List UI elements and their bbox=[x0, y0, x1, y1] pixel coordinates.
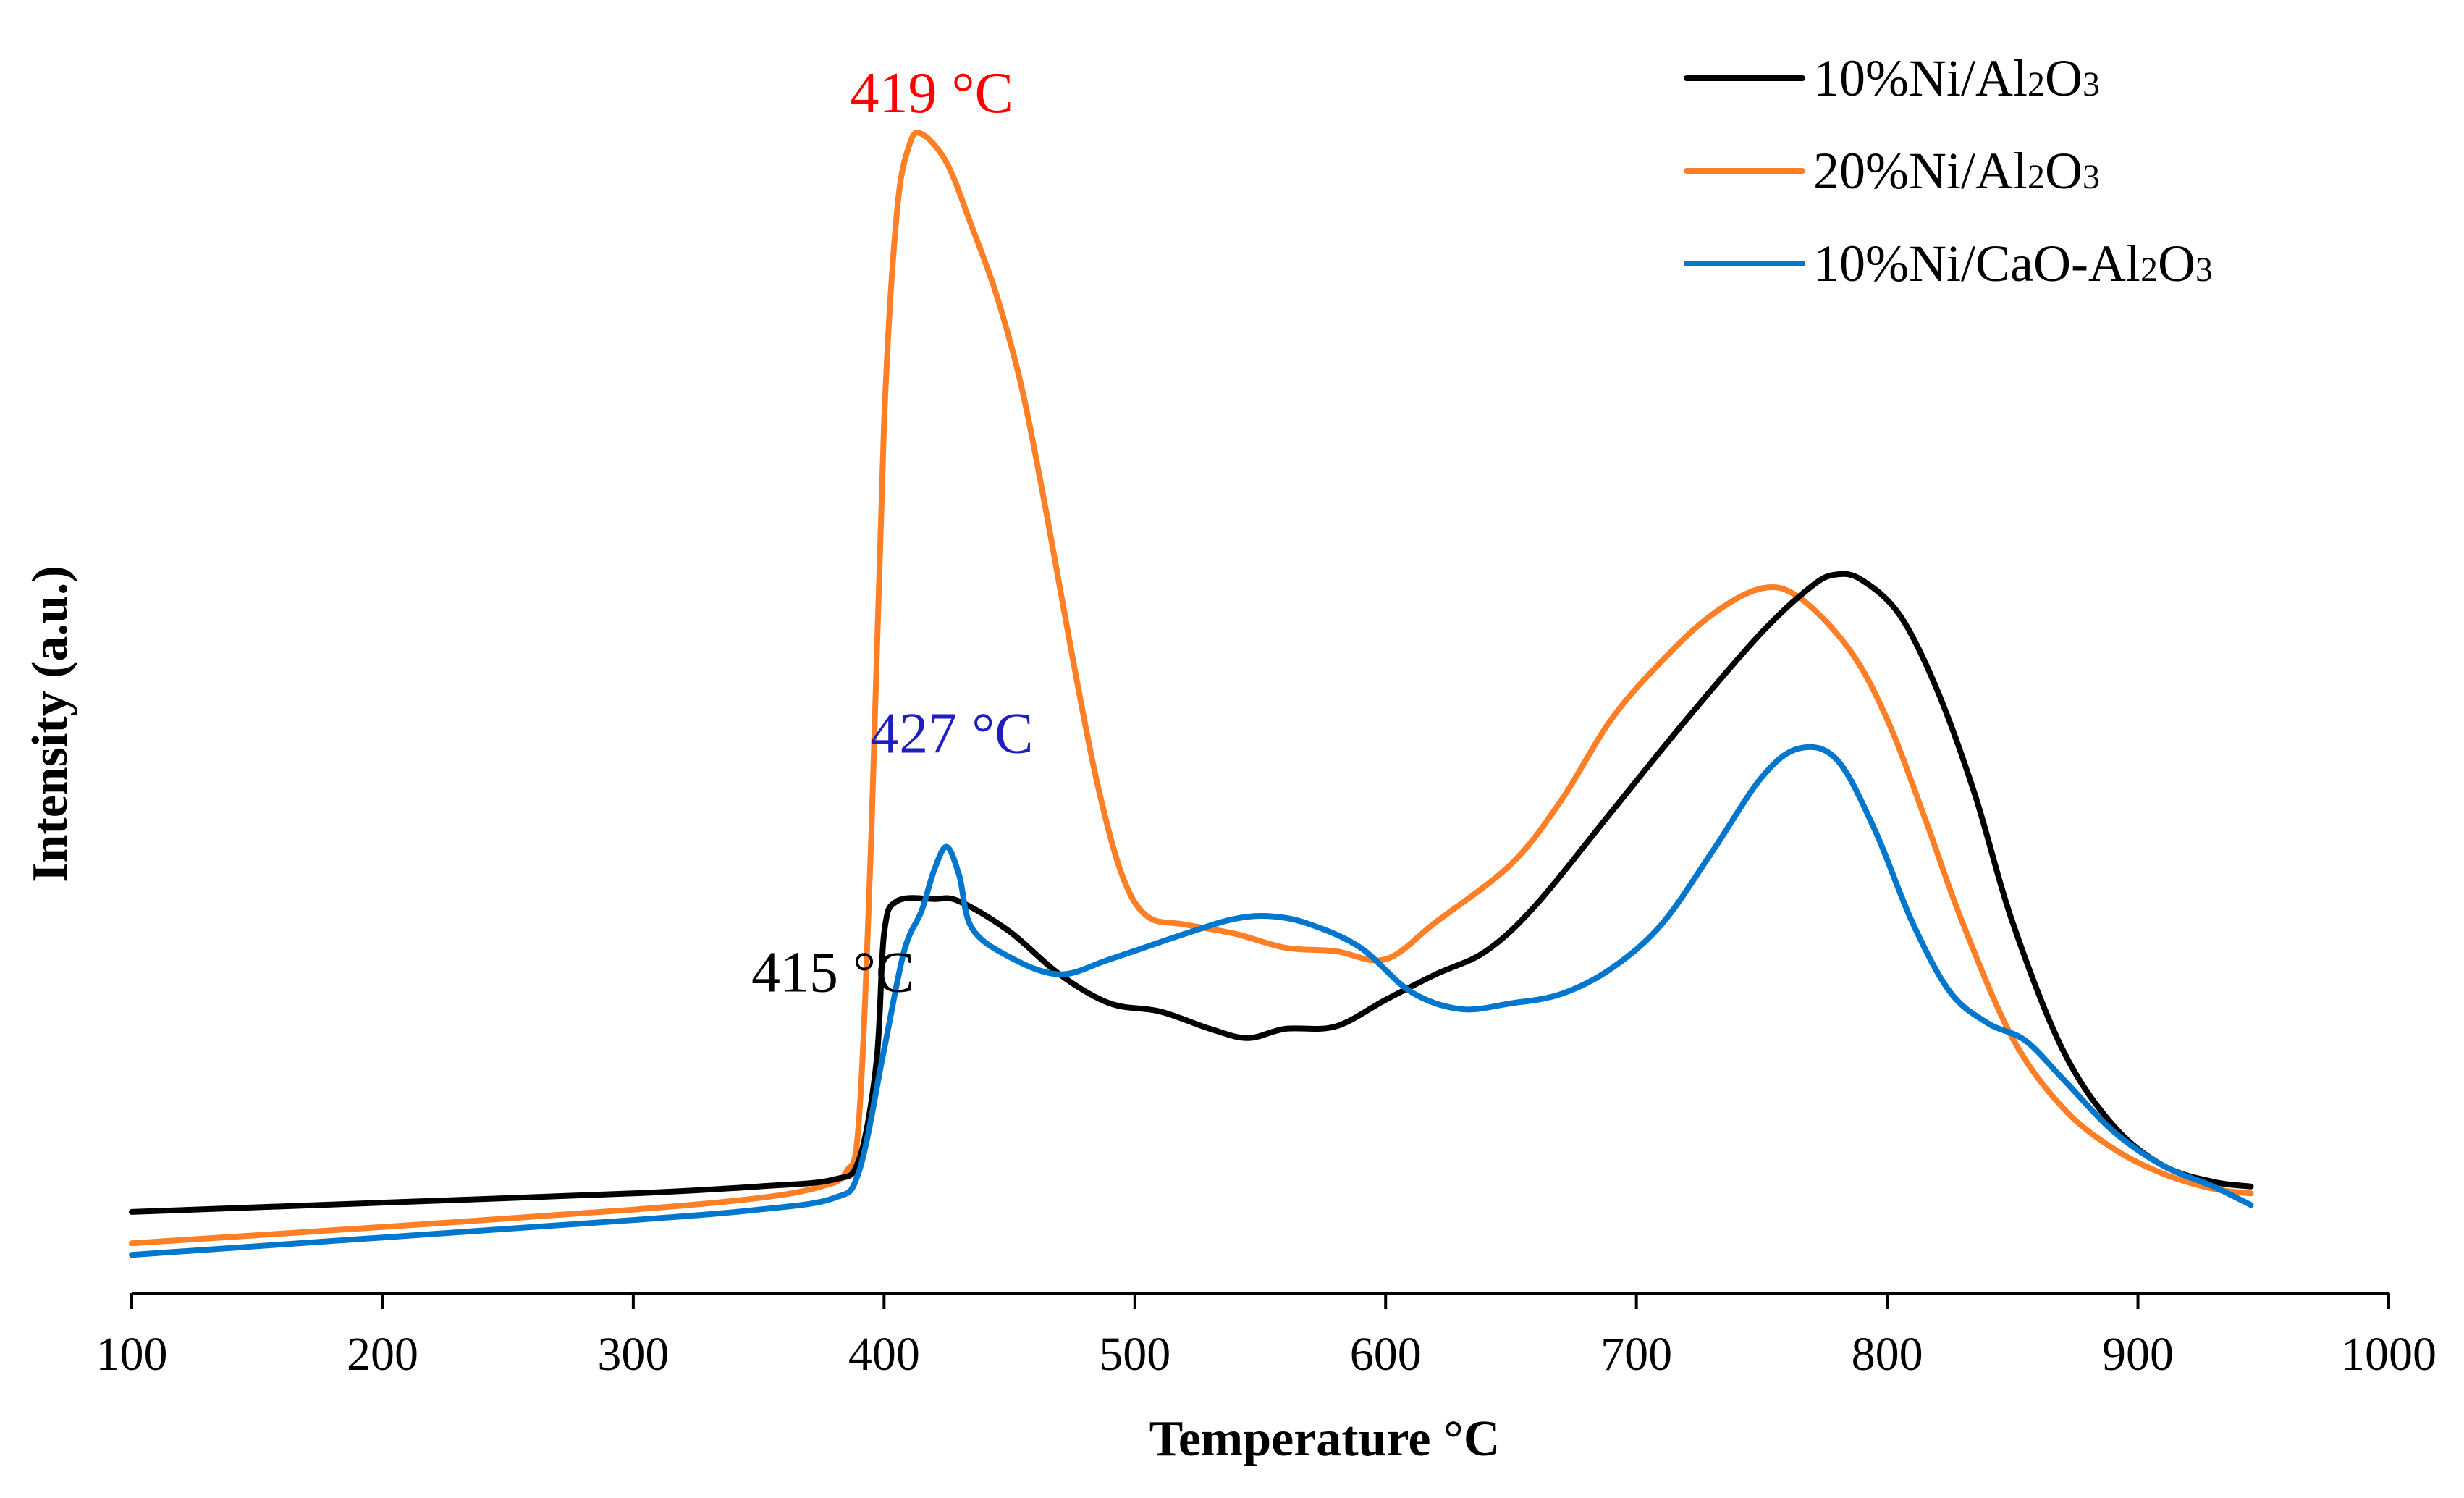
legend-label-3-sub1: 2 bbox=[2140, 251, 2158, 289]
x-tick-label-100: 100 bbox=[96, 1328, 168, 1381]
x-ticks: 100 200 300 400 500 600 700 800 900 1000 bbox=[96, 1293, 2436, 1381]
x-tick-label-1000: 1000 bbox=[2341, 1328, 2436, 1381]
peak-label-2: 427 °C bbox=[870, 702, 1033, 766]
x-tick-label-600: 600 bbox=[1350, 1328, 1422, 1381]
legend-label-1-label: 10%Ni/Al bbox=[1813, 49, 2028, 107]
x-tick-label-300: 300 bbox=[597, 1328, 669, 1381]
x-tick-label-700: 700 bbox=[1600, 1328, 1672, 1381]
x-tick-label-800: 800 bbox=[1852, 1328, 1923, 1381]
legend-label-3: 10%Ni/CaO-Al2O3 bbox=[1813, 235, 2213, 293]
legend-label-3-label: 10%Ni/CaO-Al bbox=[1813, 235, 2140, 293]
legend-label-3-sub2: 3 bbox=[2195, 251, 2213, 289]
x-tick-label-500: 500 bbox=[1099, 1328, 1170, 1381]
legend-label-2-label: 20%Ni/Al bbox=[1813, 142, 2028, 200]
series-group bbox=[129, 130, 2254, 1258]
legend-label-1: 10%Ni/Al2O3 bbox=[1813, 49, 2100, 107]
peak-label-1: 419 °C bbox=[850, 62, 1013, 125]
legend-label-1-sub2: 3 bbox=[2083, 65, 2100, 104]
series-line-2 bbox=[129, 130, 2254, 1247]
legend-label-2-sub1: 2 bbox=[2028, 158, 2045, 196]
legend-label-1-mid: O bbox=[2045, 49, 2083, 107]
x-axis-title: Temperature °C bbox=[1149, 1411, 1501, 1467]
peak-label-3: 415 °C bbox=[751, 941, 914, 1005]
series-line-1 bbox=[129, 571, 2254, 1215]
x-tick-label-400: 400 bbox=[848, 1328, 920, 1381]
x-tick-label-200: 200 bbox=[347, 1328, 418, 1381]
series-line-3 bbox=[129, 744, 2254, 1258]
legend-label-3-mid: O bbox=[2158, 235, 2195, 293]
legend-label-1-sub1: 2 bbox=[2028, 65, 2045, 104]
legend-label-2-sub2: 3 bbox=[2083, 158, 2100, 196]
x-tick-label-900: 900 bbox=[2102, 1328, 2174, 1381]
y-axis-title: Intensity (a.u.) bbox=[22, 565, 78, 883]
annotations: 419 °C 427 °C 415 °C bbox=[751, 62, 1034, 1005]
legend-label-2-mid: O bbox=[2045, 142, 2083, 200]
legend-label-2: 20%Ni/Al2O3 bbox=[1813, 142, 2100, 200]
